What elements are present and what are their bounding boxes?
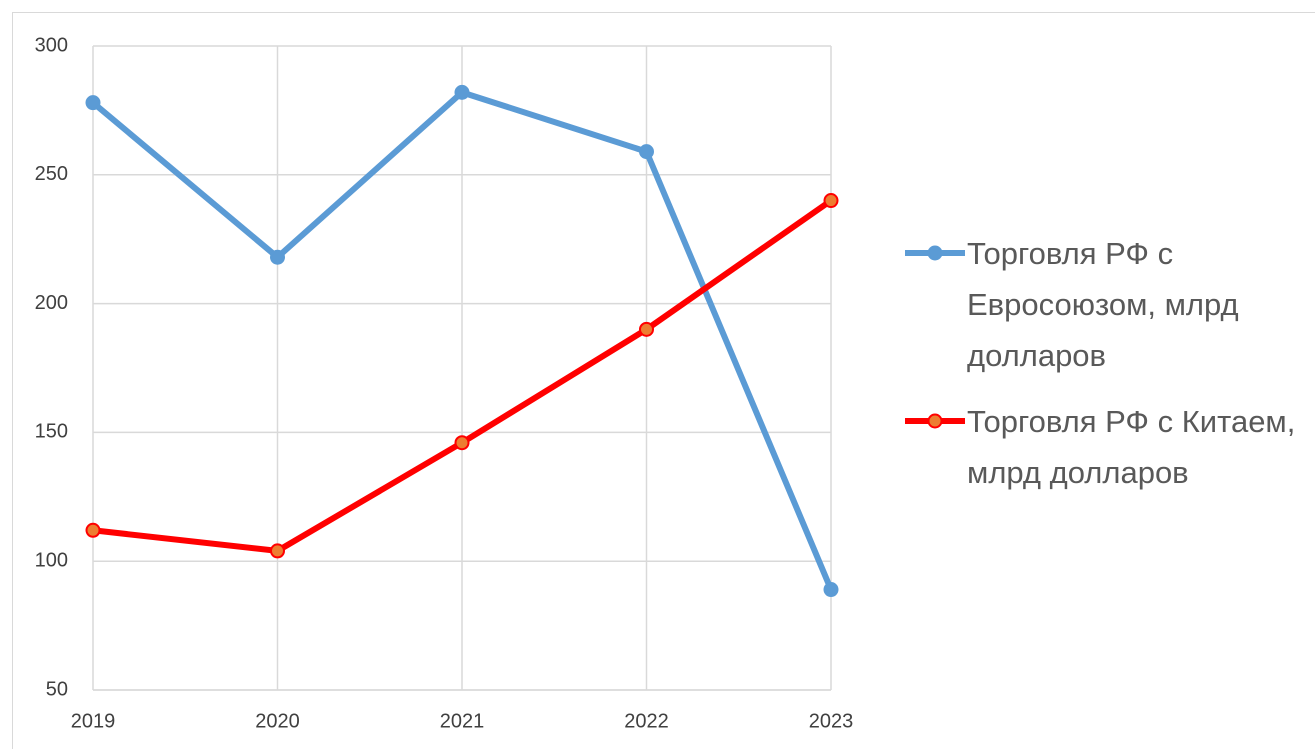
x-tick-label: 2020 [255,710,300,732]
y-tick-label: 200 [35,292,68,314]
legend-label: Торговля РФ с Китаем, млрд долларов [967,404,1296,490]
x-tick-label: 2023 [809,710,854,732]
point [454,435,470,451]
y-tick-label: 100 [35,549,68,571]
x-tick-label: 2022 [624,710,669,732]
y-tick-label: 300 [35,34,68,56]
x-tick-label: 2021 [440,710,485,732]
legend-marker [927,413,943,429]
x-tick-label: 2019 [71,710,116,732]
point [85,95,101,111]
legend-label: Торговля РФ с Евросоюзом, млрд долларов [967,236,1239,373]
y-tick-label: 250 [35,163,68,185]
legend-marker [927,245,943,261]
point [639,321,654,337]
point [823,582,839,598]
point [454,84,470,100]
point [823,193,839,209]
point [270,249,285,265]
point [85,522,101,538]
point [270,543,285,559]
chart-border [12,12,1315,749]
point [639,144,654,160]
y-tick-label: 50 [46,678,68,700]
y-tick-label: 150 [35,421,68,443]
